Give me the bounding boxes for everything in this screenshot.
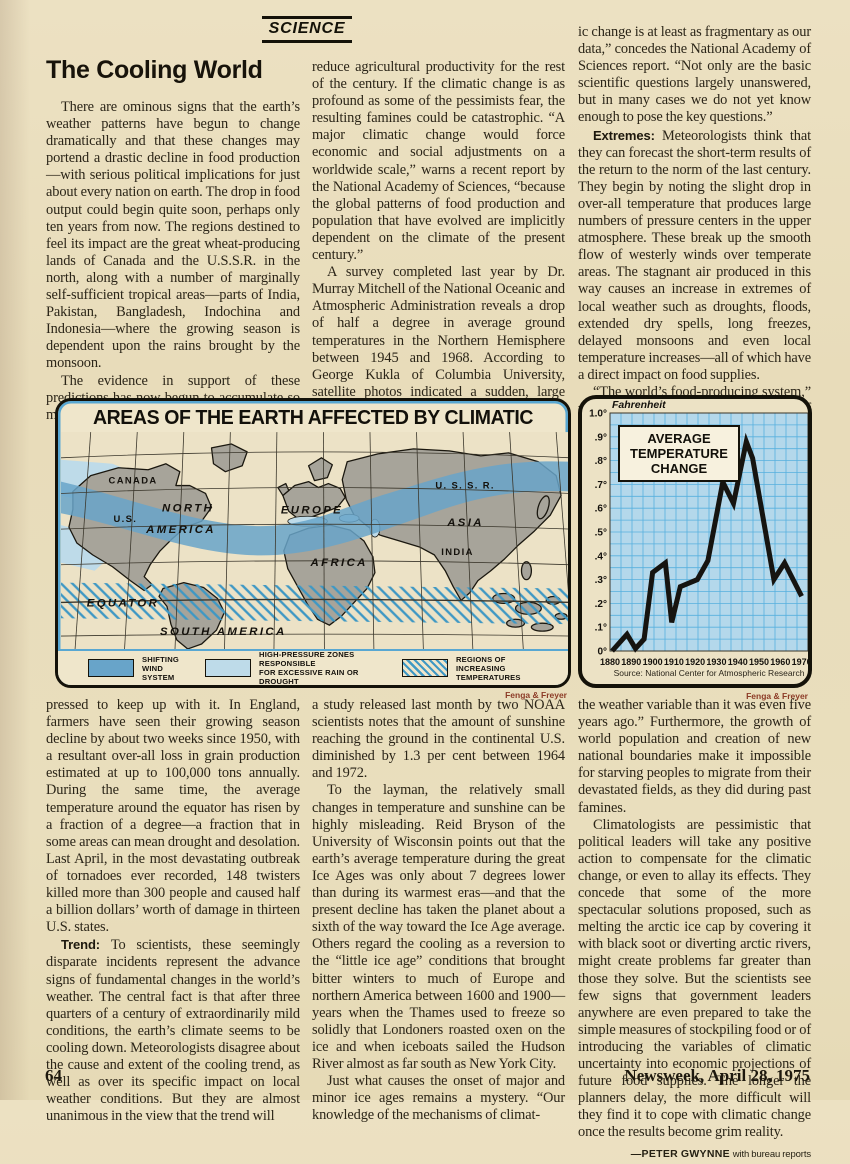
map-figure: AREAS OF THE EARTH AFFECTED BY CLIMATIC … — [55, 398, 571, 688]
y-tick-label: .1° — [595, 623, 607, 634]
map-label: EUROPE — [281, 504, 343, 516]
byline: —PETER GWYNNE with bureau reports — [630, 1148, 811, 1161]
legend-swatch-hatch — [401, 659, 448, 677]
y-tick-label: .5° — [595, 528, 607, 539]
y-tick-label: 0° — [597, 647, 607, 658]
map-label: CANADA — [109, 475, 158, 486]
legend-item: HIGH-PRESSURE ZONES RESPONSIBLE FOR EXCES… — [205, 650, 376, 686]
chart-x-axis-labels: 1880189019001910192019301940195019601970 — [600, 657, 808, 667]
paragraph: To the layman, the relatively small chan… — [312, 782, 565, 1072]
page-number: 64 — [45, 1066, 62, 1085]
world-map: CANADA U.S. NORTH AMERICA EUROPE U. S. S. R. A… — [61, 432, 568, 652]
shifting-wind-band — [61, 461, 568, 556]
increasing-temperature-band — [61, 582, 568, 625]
legend-label: REGIONS OF INCREASING TEMPERATURES — [455, 654, 521, 682]
map-legend: SHIFTING WIND SYSTEM HIGH-PRESSURE ZONES R… — [58, 649, 568, 685]
paragraph-lead: Extremes: — [593, 127, 662, 143]
y-tick-label: .7° — [595, 480, 607, 491]
x-tick-label: 1930 — [706, 657, 726, 667]
chart-y-axis-labels: 1.0° .9° .8° .7° .6° .5° .4° .3° .2° .1° 0° — [589, 409, 607, 658]
british-isles — [277, 482, 290, 497]
x-tick-label: 1950 — [749, 657, 769, 667]
map-credit: Fenga & Freyer — [505, 690, 567, 700]
y-tick-label: 1.0° — [589, 409, 607, 420]
x-tick-label: 1880 — [600, 657, 620, 667]
magazine-footer: Newsweek, April 28, 1975 — [624, 1066, 810, 1085]
paragraph: pressed to keep up with it. In England, … — [46, 697, 300, 936]
chart-unit-label: Fahrenheit — [612, 399, 666, 411]
y-tick-label: .3° — [595, 575, 607, 586]
chart-credit: Fenga & Freyer — [746, 691, 808, 701]
text-column-1-bottom: pressed to keep up with it. In England, … — [46, 697, 300, 1125]
text-column-2-bottom: a study released last month by two NOAA … — [312, 697, 565, 1124]
x-tick-label: 1940 — [728, 657, 748, 667]
paragraph: Climatologists are pessimistic that poli… — [578, 816, 811, 1141]
y-tick-label: .9° — [595, 432, 607, 443]
section-header: SCIENCE — [262, 16, 352, 43]
scandinavia — [307, 457, 333, 482]
y-tick-label: .2° — [595, 599, 607, 610]
temperature-chart-figure: 1.0° .9° .8° .7° .6° .5° .4° .3° .2° .1° 0° 1880 18… — [578, 395, 812, 688]
y-tick-label: .6° — [595, 504, 607, 515]
paragraph: reduce agricultural productivity for the… — [312, 59, 565, 264]
text-column-2-top: reduce agricultural productivity for the… — [312, 59, 565, 435]
text-column-3-bottom: the weather variable than it was even fi… — [578, 697, 811, 1164]
chart-data-line — [610, 432, 804, 653]
map-labels: CANADA U.S. NORTH AMERICA EUROPE U. S. S. R. A… — [87, 475, 495, 639]
x-tick-label: 1960 — [770, 657, 790, 667]
legend-item: SHIFTING WIND SYSTEM — [88, 655, 179, 682]
legend-swatch-light — [205, 659, 252, 677]
chart-title: AVERAGE TEMPERATURE CHANGE — [618, 425, 740, 482]
paragraph: Trend: To scientists, these seemingly di… — [46, 937, 300, 1125]
map-label: U.S. — [113, 513, 137, 524]
map-label: ASIA — [446, 517, 484, 529]
y-tick-label: .8° — [595, 456, 607, 467]
legend-swatch-solid — [88, 659, 134, 677]
graticule — [61, 432, 568, 652]
temperature-line — [610, 432, 804, 653]
x-tick-label: 1920 — [685, 657, 705, 667]
island — [530, 622, 554, 632]
map-label: U. S. S. R. — [435, 480, 495, 491]
paragraph: a study released last month by two NOAA … — [312, 697, 565, 782]
paragraph: Just what causes the onset of major and … — [312, 1073, 565, 1124]
map-label: EQUATOR — [87, 597, 159, 609]
chart-source: Source: National Center for Atmospheric … — [614, 668, 805, 678]
map-label: AFRICA — [310, 557, 368, 569]
x-tick-label: 1910 — [664, 657, 684, 667]
text-column-1-top: There are ominous signs that the earth’s… — [46, 99, 300, 424]
philippines — [520, 561, 533, 581]
legend-label: HIGH-PRESSURE ZONES RESPONSIBLE FOR EXCES… — [259, 650, 359, 686]
map-label: SOUTH AMERICA — [160, 626, 287, 638]
legend-item: REGIONS OF INCREASING TEMPERATURES — [401, 654, 542, 682]
paragraph: ic change is at least as fragmentary as … — [578, 24, 811, 126]
map-label: NORTH — [162, 502, 214, 514]
japan — [536, 495, 550, 520]
y-tick-label: .4° — [595, 551, 607, 562]
paragraph: the weather variable than it was even fi… — [578, 697, 811, 816]
map-label: INDIA — [441, 546, 474, 557]
x-tick-label: 1970 — [792, 657, 808, 667]
paragraph: A survey completed last year by Dr. Murr… — [312, 264, 565, 434]
paragraph: Extremes: Meteorologists think that they… — [578, 127, 811, 383]
page-title: The Cooling World — [46, 56, 263, 84]
paragraph: There are ominous signs that the earth’s… — [46, 99, 300, 372]
x-tick-label: 1900 — [643, 657, 663, 667]
x-tick-label: 1890 — [621, 657, 641, 667]
chart-plot-border — [609, 412, 808, 652]
paragraph-lead: Trend: — [61, 937, 111, 953]
legend-label: SHIFTING WIND SYSTEM — [142, 654, 180, 682]
map-label: AMERICA — [145, 524, 216, 536]
